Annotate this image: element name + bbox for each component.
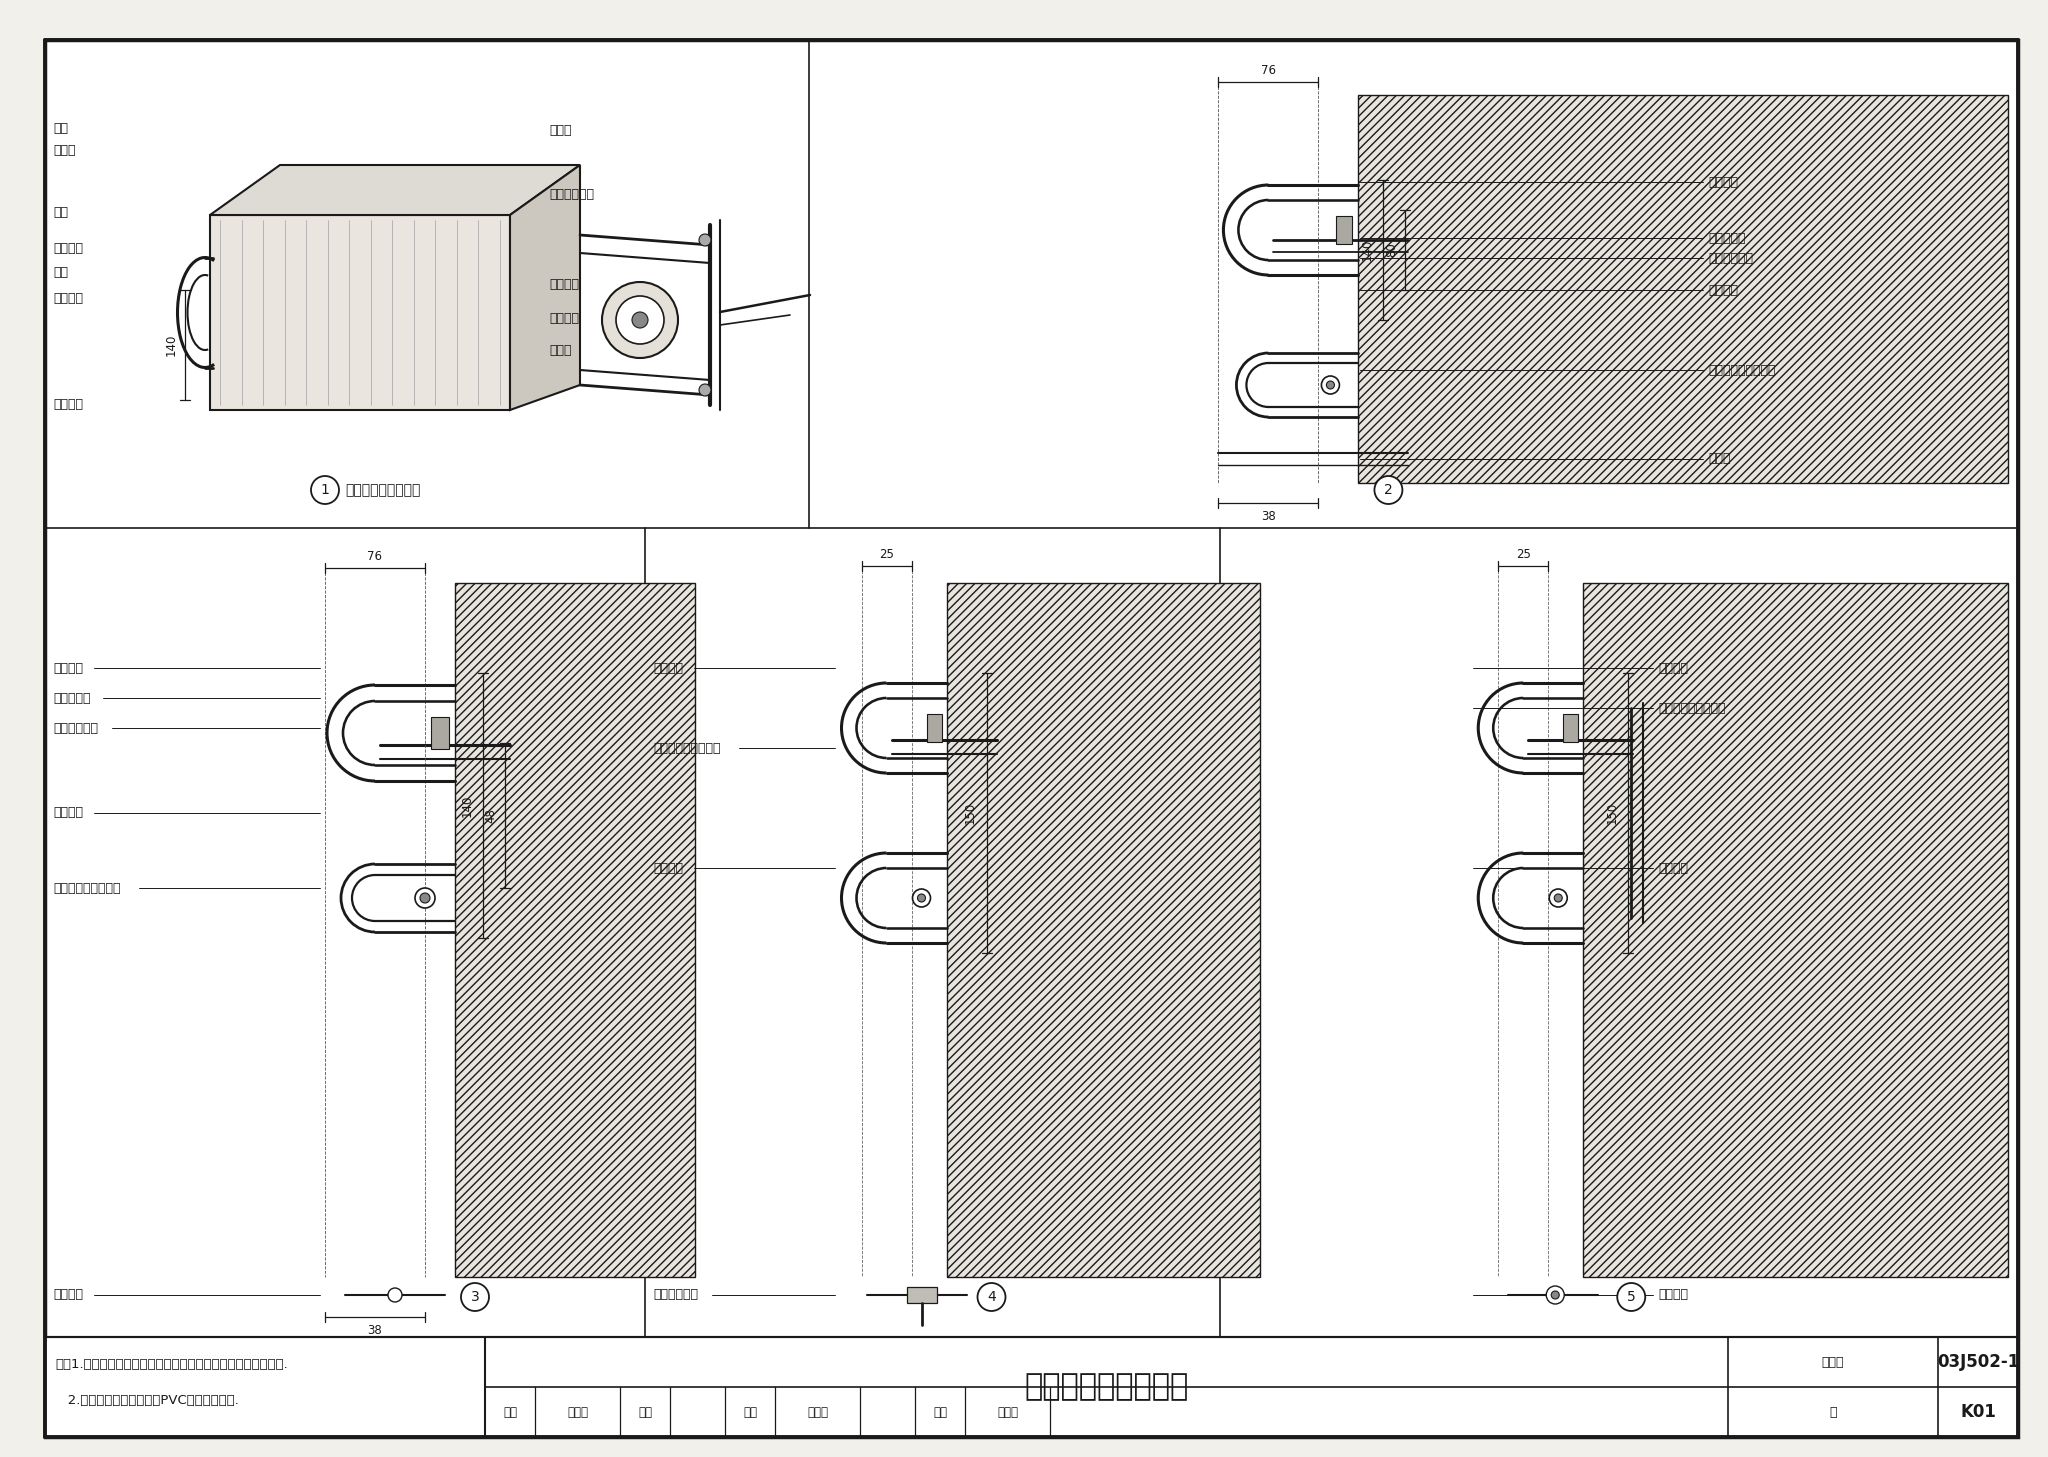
Text: 页: 页 bbox=[1829, 1406, 1837, 1419]
Text: 铝型材支架（成品）: 铝型材支架（成品） bbox=[53, 881, 121, 895]
Text: 注：1.各种扶手护角均有成品配套的阴阳转角，应注意对应选择.: 注：1.各种扶手护角均有成品配套的阴阳转角，应注意对应选择. bbox=[55, 1358, 289, 1371]
Polygon shape bbox=[510, 165, 580, 409]
Text: 金属支座中距: 金属支座中距 bbox=[53, 721, 98, 734]
Polygon shape bbox=[211, 165, 580, 216]
Text: 护墙扶手做法（一）: 护墙扶手做法（一） bbox=[1024, 1372, 1188, 1402]
Text: 扶手面板: 扶手面板 bbox=[53, 661, 84, 675]
Text: 38: 38 bbox=[369, 1324, 383, 1338]
Text: 乙烯软垫: 乙烯软垫 bbox=[1659, 861, 1688, 874]
Bar bbox=[1583, 583, 2007, 1276]
Bar bbox=[211, 216, 510, 409]
Bar bbox=[1563, 714, 1579, 742]
Text: 5: 5 bbox=[1626, 1289, 1636, 1304]
Circle shape bbox=[461, 1284, 489, 1311]
Text: 缓冲扶手施工示意图: 缓冲扶手施工示意图 bbox=[344, 484, 420, 497]
Text: 系墙螺栓: 系墙螺栓 bbox=[53, 1288, 84, 1301]
Circle shape bbox=[1374, 476, 1403, 504]
Text: 金属支座中距: 金属支座中距 bbox=[1708, 252, 1753, 265]
Text: 图集号: 图集号 bbox=[1823, 1355, 1845, 1368]
Bar bbox=[1337, 216, 1352, 243]
Text: 03J502-1: 03J502-1 bbox=[1937, 1354, 2019, 1371]
Circle shape bbox=[1554, 895, 1563, 902]
Text: 48: 48 bbox=[485, 809, 498, 823]
Circle shape bbox=[1327, 380, 1335, 389]
Text: 3: 3 bbox=[471, 1289, 479, 1304]
Text: 锁帽: 锁帽 bbox=[53, 265, 68, 278]
Circle shape bbox=[616, 296, 664, 344]
Circle shape bbox=[416, 887, 434, 908]
Circle shape bbox=[698, 235, 711, 246]
Text: 铝型材支架（成品）: 铝型材支架（成品） bbox=[1659, 701, 1726, 714]
Text: 1: 1 bbox=[322, 484, 330, 497]
Bar bbox=[45, 1338, 2017, 1437]
Text: 彩色点缓带: 彩色点缓带 bbox=[53, 692, 90, 705]
Text: 140: 140 bbox=[1362, 239, 1374, 261]
Text: 饶良修: 饶良修 bbox=[567, 1406, 588, 1419]
Text: 系墙螺栓: 系墙螺栓 bbox=[53, 291, 84, 305]
Circle shape bbox=[1618, 1284, 1645, 1311]
Text: 150: 150 bbox=[965, 801, 977, 825]
Text: 设计: 设计 bbox=[934, 1406, 946, 1419]
Text: 扶手面板: 扶手面板 bbox=[1708, 175, 1739, 188]
Text: 审核: 审核 bbox=[504, 1406, 516, 1419]
Text: 螺钉: 螺钉 bbox=[53, 121, 68, 134]
Circle shape bbox=[1321, 376, 1339, 393]
Circle shape bbox=[698, 385, 711, 396]
Text: 76: 76 bbox=[367, 549, 383, 562]
Text: 25: 25 bbox=[1516, 548, 1530, 561]
Circle shape bbox=[420, 893, 430, 903]
Text: 乙烯软垫: 乙烯软垫 bbox=[549, 312, 580, 325]
Text: 金属支座中距: 金属支座中距 bbox=[549, 188, 594, 201]
Text: 扶手面板: 扶手面板 bbox=[53, 399, 84, 411]
Text: 2.扶手面板可选用硬塑料PVC或乙烯塑料等.: 2.扶手面板可选用硬塑料PVC或乙烯塑料等. bbox=[55, 1394, 240, 1407]
Circle shape bbox=[913, 889, 930, 908]
Text: 端口盒盖: 端口盒盖 bbox=[53, 242, 84, 255]
Text: 系墙螺栓: 系墙螺栓 bbox=[1659, 1288, 1688, 1301]
Circle shape bbox=[977, 1284, 1006, 1311]
Circle shape bbox=[311, 476, 340, 504]
Text: 76: 76 bbox=[1262, 64, 1276, 77]
Text: 25: 25 bbox=[879, 548, 893, 561]
Bar bbox=[946, 583, 1260, 1276]
Text: 140: 140 bbox=[164, 334, 178, 356]
Text: 扶手面板: 扶手面板 bbox=[1659, 661, 1688, 675]
Circle shape bbox=[1550, 1291, 1559, 1300]
Circle shape bbox=[633, 312, 647, 328]
Bar bbox=[430, 717, 449, 749]
Text: 扶手面板: 扶手面板 bbox=[653, 661, 682, 675]
Text: 38: 38 bbox=[1262, 510, 1276, 523]
Text: K01: K01 bbox=[1960, 1403, 1997, 1421]
Text: 郭雅娟: 郭雅娟 bbox=[997, 1406, 1018, 1419]
Bar bbox=[907, 1287, 936, 1303]
Text: 固定套: 固定套 bbox=[1708, 453, 1731, 465]
Text: 乙烯软垫: 乙烯软垫 bbox=[653, 861, 682, 874]
Circle shape bbox=[918, 895, 926, 902]
Bar bbox=[1358, 95, 2007, 484]
Text: 校对: 校对 bbox=[743, 1406, 758, 1419]
Bar bbox=[926, 714, 942, 742]
Text: 设计: 设计 bbox=[639, 1406, 651, 1419]
Circle shape bbox=[602, 283, 678, 358]
Text: 金属膨胀螺栓: 金属膨胀螺栓 bbox=[653, 1288, 698, 1301]
Text: 墙内装饰物: 墙内装饰物 bbox=[1708, 232, 1745, 245]
Text: 外圆角: 外圆角 bbox=[549, 344, 571, 357]
Text: 铝型材支架（成品）: 铝型材支架（成品） bbox=[1708, 363, 1776, 376]
Text: 140: 140 bbox=[461, 794, 473, 817]
Text: 2: 2 bbox=[1384, 484, 1393, 497]
Text: 4: 4 bbox=[987, 1289, 995, 1304]
Text: 乙烯软垫: 乙烯软垫 bbox=[53, 807, 84, 819]
Text: 内圆角: 内圆角 bbox=[53, 143, 76, 156]
Text: 铝型材支架（成品）: 铝型材支架（成品） bbox=[653, 742, 721, 755]
Text: 朱爱霞: 朱爱霞 bbox=[807, 1406, 827, 1419]
Circle shape bbox=[1548, 889, 1567, 908]
Text: 铝制横杆: 铝制横杆 bbox=[549, 278, 580, 291]
Text: 150: 150 bbox=[1606, 801, 1618, 825]
Text: 套锁钉: 套锁钉 bbox=[549, 124, 571, 137]
Text: 横杆: 横杆 bbox=[53, 205, 68, 219]
Circle shape bbox=[1546, 1287, 1565, 1304]
Bar bbox=[455, 583, 694, 1276]
Text: 乙烯软垫: 乙烯软垫 bbox=[1708, 284, 1739, 297]
Circle shape bbox=[387, 1288, 401, 1303]
Text: 80: 80 bbox=[1384, 243, 1399, 258]
